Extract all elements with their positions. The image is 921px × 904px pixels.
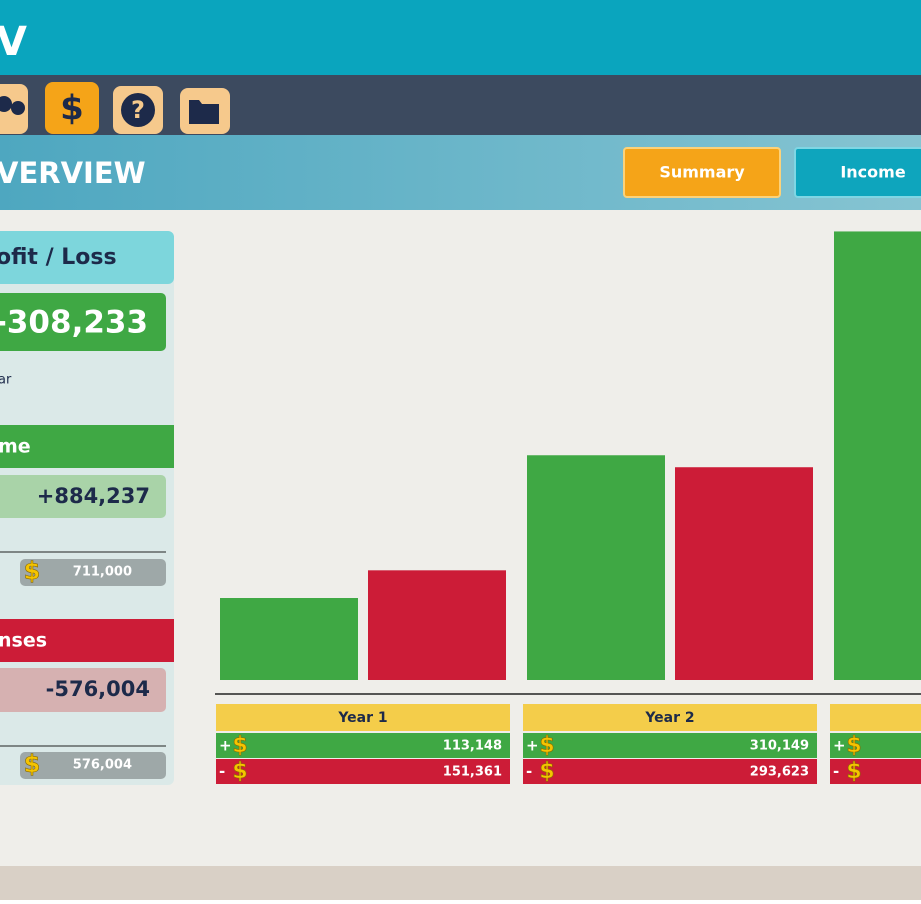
- expenses-value: 151,361: [443, 765, 502, 780]
- total: -308,233: [0, 305, 148, 341]
- expenses-bar: [368, 570, 506, 680]
- coin-icon: $: [539, 733, 554, 758]
- expenses-detail: 576,004: [73, 758, 132, 773]
- expenses-box: [0, 668, 166, 712]
- row-sign: +: [219, 737, 232, 755]
- icon: [121, 93, 155, 127]
- row-sign: +: [526, 737, 539, 755]
- button-label: Income: [840, 163, 905, 182]
- expenses-row: [216, 759, 510, 784]
- expenses-row: [523, 759, 817, 784]
- expenses-row: [830, 759, 921, 784]
- icon: [0, 96, 12, 112]
- expenses-title: nses: [0, 630, 47, 652]
- row-sign: -: [833, 763, 839, 781]
- detail-pill: [20, 752, 166, 779]
- expenses-bar: [0, 619, 174, 662]
- income-bar: [220, 598, 358, 680]
- total-box: [0, 293, 166, 351]
- tab-icon: $: [60, 89, 84, 129]
- expenses-bar: [675, 467, 813, 680]
- footer: [0, 866, 921, 900]
- button-label: Summary: [659, 163, 745, 182]
- income-button[interactable]: [794, 147, 921, 198]
- income-row: [523, 733, 817, 758]
- note: ar: [0, 373, 12, 388]
- year-header: [830, 704, 921, 731]
- tab-finance[interactable]: [45, 82, 99, 134]
- income-title: me: [0, 436, 31, 458]
- income-detail: 711,000: [73, 565, 132, 580]
- expenses-total: -576,004: [46, 677, 150, 701]
- summary-button[interactable]: [623, 147, 781, 198]
- top-bar: [0, 0, 921, 75]
- year-header: [523, 704, 817, 731]
- income-bar: [527, 455, 665, 680]
- income-value: 113,148: [443, 739, 502, 754]
- tab-icon: ?: [131, 96, 145, 124]
- icon: [11, 101, 25, 115]
- income-box: [0, 475, 166, 518]
- panel-title: ofit / Loss: [0, 245, 117, 270]
- icon: [189, 100, 219, 124]
- income-total: +884,237: [37, 484, 150, 508]
- year-label: Year 2: [644, 710, 694, 726]
- income-bar: [0, 425, 174, 468]
- income-bar: [834, 231, 921, 680]
- row-sign: +: [833, 737, 846, 755]
- year-label: Year 1: [337, 710, 387, 726]
- page-title: V: [0, 19, 27, 65]
- coin-icon: $: [24, 557, 41, 585]
- income-row: [216, 733, 510, 758]
- income-value: 310,149: [750, 739, 809, 754]
- section-title: VERVIEW: [0, 156, 146, 190]
- coin-icon: $: [24, 750, 41, 778]
- row-sign: -: [219, 763, 225, 781]
- row-sign: -: [526, 763, 532, 781]
- coin-icon: $: [846, 759, 861, 784]
- expenses-value: 293,623: [750, 765, 809, 780]
- coin-icon: $: [846, 733, 861, 758]
- coin-icon: $: [539, 759, 554, 784]
- coin-icon: $: [232, 733, 247, 758]
- coin-icon: $: [232, 759, 247, 784]
- detail-pill: [20, 559, 166, 586]
- income-row: [830, 733, 921, 758]
- year-header: [216, 704, 510, 731]
- panel-title-bar: [0, 231, 174, 284]
